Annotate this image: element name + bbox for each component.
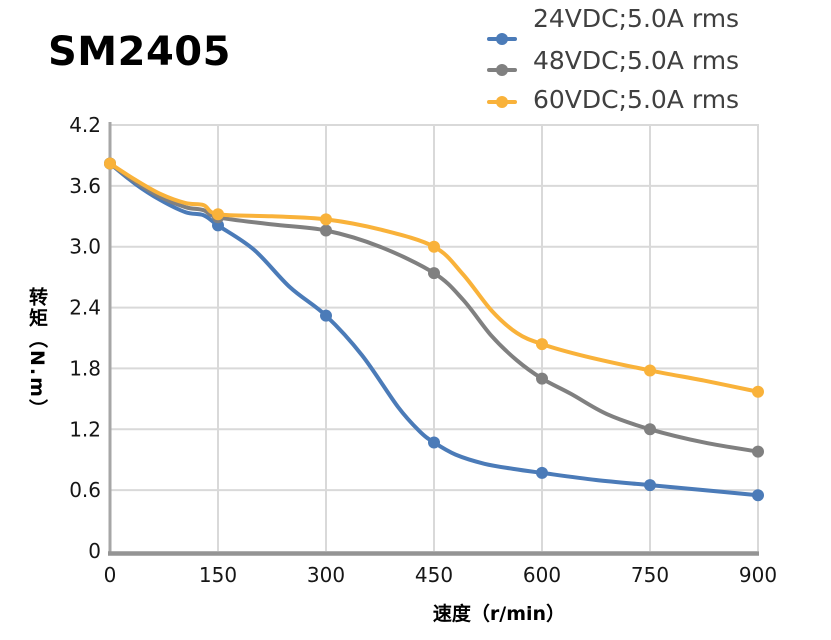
legend-marker-line-60vdc — [487, 96, 517, 108]
y-tick-label-4.2: 4.2 — [69, 113, 101, 137]
legend-marker-dot-48vdc — [496, 64, 508, 76]
legend: 24VDC;5.0A rms 48VDC;5.0A rms 60VDC;5.0A r… — [487, 0, 787, 122]
y-tick-label-3: 3.0 — [69, 235, 101, 259]
legend-marker-dot-24vdc — [496, 33, 508, 45]
point-60vdc-750 — [644, 364, 656, 377]
legend-label-48vdc: 48VDC;5.0A rms — [533, 46, 740, 75]
point-24vdc-450 — [428, 436, 440, 449]
point-24vdc-750 — [644, 479, 656, 492]
tick-labels: 0 0.6 1.2 1.8 2.4 3.0 3.6 4.2 0 150 300 450 600 750 90… — [69, 113, 777, 587]
legend-label-60vdc: 60VDC;5.0A rms — [533, 85, 740, 114]
x-tick-label-900: 900 — [739, 563, 777, 587]
y-tick-label-0.6: 0.6 — [69, 478, 101, 502]
point-24vdc-900 — [752, 489, 764, 502]
point-60vdc-300 — [320, 213, 332, 226]
point-24vdc-600 — [536, 466, 548, 479]
series-60vdc — [104, 157, 764, 398]
curve-60vdc — [108, 161, 760, 394]
x-tick-label-0: 0 — [104, 563, 117, 587]
y-tick-label-0: 0 — [88, 539, 101, 563]
x-tick-label-600: 600 — [523, 563, 561, 587]
point-60vdc-450 — [428, 240, 440, 253]
point-60vdc-900 — [752, 385, 764, 398]
curve-24vdc — [108, 161, 760, 498]
legend-marker-dot-60vdc — [496, 96, 508, 108]
y-tick-label-2.4: 2.4 — [69, 296, 101, 320]
x-tick-label-750: 750 — [631, 563, 669, 587]
point-60vdc-0 — [104, 157, 116, 170]
y-tick-label-3.6: 3.6 — [69, 174, 101, 198]
x-tick-label-300: 300 — [307, 563, 345, 587]
point-60vdc-150 — [212, 208, 224, 221]
y-axis-title: 转矩（N.m） — [26, 287, 48, 420]
point-48vdc-300 — [320, 224, 332, 237]
y-tick-label-1.2: 1.2 — [69, 417, 101, 441]
point-48vdc-450 — [428, 267, 440, 280]
point-48vdc-750 — [644, 423, 656, 436]
point-48vdc-600 — [536, 372, 548, 385]
legend-marker-line-24vdc — [487, 33, 517, 45]
point-60vdc-600 — [536, 338, 548, 351]
legend-label-24vdc: 24VDC;5.0A rms — [533, 4, 740, 33]
x-axis-title: 速度（r/min） — [432, 603, 566, 625]
legend-marker-line-48vdc — [487, 64, 517, 76]
chart-title: SM2405 — [48, 29, 231, 75]
x-tick-label-450: 450 — [415, 563, 453, 587]
x-tick-label-150: 150 — [199, 563, 237, 587]
axes — [108, 122, 759, 556]
point-48vdc-900 — [752, 445, 764, 458]
y-tick-label-1.8: 1.8 — [69, 356, 101, 380]
point-24vdc-300 — [320, 309, 332, 322]
